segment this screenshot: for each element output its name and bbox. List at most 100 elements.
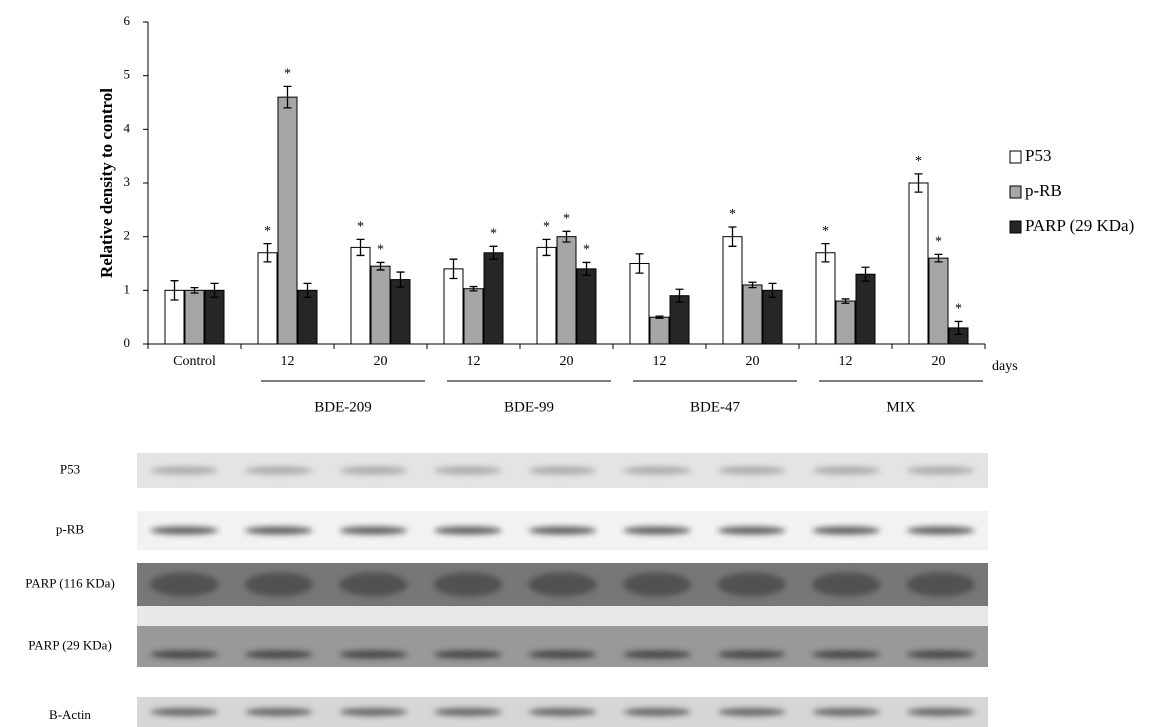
- bar: [205, 290, 224, 344]
- significance-marker: *: [822, 224, 829, 239]
- blot-band: [528, 651, 596, 659]
- legend-swatch: [1010, 221, 1021, 233]
- bar: [258, 253, 277, 344]
- blot-strip: [137, 626, 988, 667]
- blot-band: [150, 527, 218, 535]
- blot-band: [339, 527, 407, 535]
- bar: [743, 285, 762, 344]
- significance-marker: *: [357, 220, 364, 235]
- blot-band: [907, 467, 975, 475]
- y-axis-label: Relative density to control: [97, 88, 116, 278]
- x-tick-label: 12: [653, 354, 667, 369]
- blot-row-label: p-RB: [56, 521, 85, 536]
- blot-band: [907, 527, 975, 535]
- blot-band: [623, 573, 691, 597]
- bar: [391, 280, 410, 344]
- bar: [484, 253, 503, 344]
- blot-band: [245, 467, 313, 475]
- bar: [185, 290, 204, 344]
- page: {"chart_data": {"type": "bar", "y_label"…: [0, 0, 1169, 727]
- significance-marker: *: [490, 227, 497, 242]
- group-label: MIX: [886, 399, 915, 415]
- blot-band: [528, 708, 596, 716]
- group-label: BDE-209: [314, 399, 372, 415]
- y-tick-label: 5: [124, 67, 131, 82]
- blot-band: [623, 708, 691, 716]
- blot-band: [434, 467, 502, 475]
- blot-band: [528, 573, 596, 597]
- x-tick-label: 12: [281, 354, 295, 369]
- bar: [278, 97, 297, 344]
- blot-band: [812, 573, 880, 597]
- bar: [909, 183, 928, 344]
- x-tick-label: 20: [560, 354, 574, 369]
- significance-marker: *: [264, 224, 271, 239]
- bar: [723, 237, 742, 344]
- blot-band: [245, 708, 313, 716]
- x-unit: days: [992, 359, 1018, 374]
- blot-gap: [137, 606, 988, 626]
- blot-band: [528, 527, 596, 535]
- blot-band: [907, 651, 975, 659]
- x-tick-label: 12: [839, 354, 853, 369]
- x-tick-label: 20: [746, 354, 760, 369]
- significance-marker: *: [543, 220, 550, 235]
- x-tick-label: Control: [173, 354, 216, 369]
- blot-band: [339, 708, 407, 716]
- blot-band: [718, 651, 786, 659]
- x-tick-label: 20: [932, 354, 946, 369]
- blot-band: [150, 651, 218, 659]
- blot-row-label: PARP (116 KDa): [25, 575, 115, 590]
- blot-band: [245, 573, 313, 597]
- bar: [816, 253, 835, 344]
- bar: [856, 274, 875, 344]
- bar: [670, 296, 689, 344]
- blot-row-label: B-Actin: [49, 707, 91, 722]
- bar: [444, 269, 463, 344]
- blot-band: [812, 651, 880, 659]
- significance-marker: *: [583, 243, 590, 258]
- bar: [836, 301, 855, 344]
- bar: [351, 247, 370, 344]
- significance-marker: *: [377, 243, 384, 258]
- blot-band: [623, 467, 691, 475]
- blot-band: [245, 527, 313, 535]
- bar: [464, 289, 483, 344]
- bar: [577, 269, 596, 344]
- blot-band: [718, 708, 786, 716]
- y-tick-label: 3: [124, 174, 131, 189]
- legend-label: PARP (29 KDa): [1025, 216, 1134, 235]
- y-tick-label: 2: [124, 228, 131, 243]
- significance-marker: *: [563, 212, 570, 227]
- blot-band: [907, 708, 975, 716]
- significance-marker: *: [915, 154, 922, 169]
- blot-band: [434, 527, 502, 535]
- blot-band: [812, 527, 880, 535]
- bar: [298, 290, 317, 344]
- blot-band: [150, 708, 218, 716]
- bar: [763, 290, 782, 344]
- y-tick-label: 4: [124, 120, 131, 135]
- significance-marker: *: [935, 235, 942, 250]
- y-tick-label: 1: [124, 281, 131, 296]
- significance-marker: *: [284, 67, 291, 82]
- blot-band: [150, 573, 218, 597]
- x-tick-label: 12: [467, 354, 481, 369]
- blot-band: [434, 708, 502, 716]
- bar: [557, 237, 576, 344]
- blot-band: [339, 573, 407, 597]
- legend-label: P53: [1025, 146, 1051, 165]
- legend-label: p-RB: [1025, 181, 1062, 200]
- y-tick-label: 0: [124, 335, 131, 350]
- blot-band: [339, 467, 407, 475]
- bar: [929, 258, 948, 344]
- blot-row-label: P53: [60, 461, 80, 476]
- blot-band: [718, 573, 786, 597]
- figure: Relative density to control days 0123456…: [0, 0, 1169, 727]
- legend-swatch: [1010, 151, 1021, 163]
- blot-band: [150, 467, 218, 475]
- group-label: BDE-99: [504, 399, 554, 415]
- legend-swatch: [1010, 186, 1021, 198]
- y-tick-label: 6: [124, 13, 131, 28]
- bar: [630, 264, 649, 345]
